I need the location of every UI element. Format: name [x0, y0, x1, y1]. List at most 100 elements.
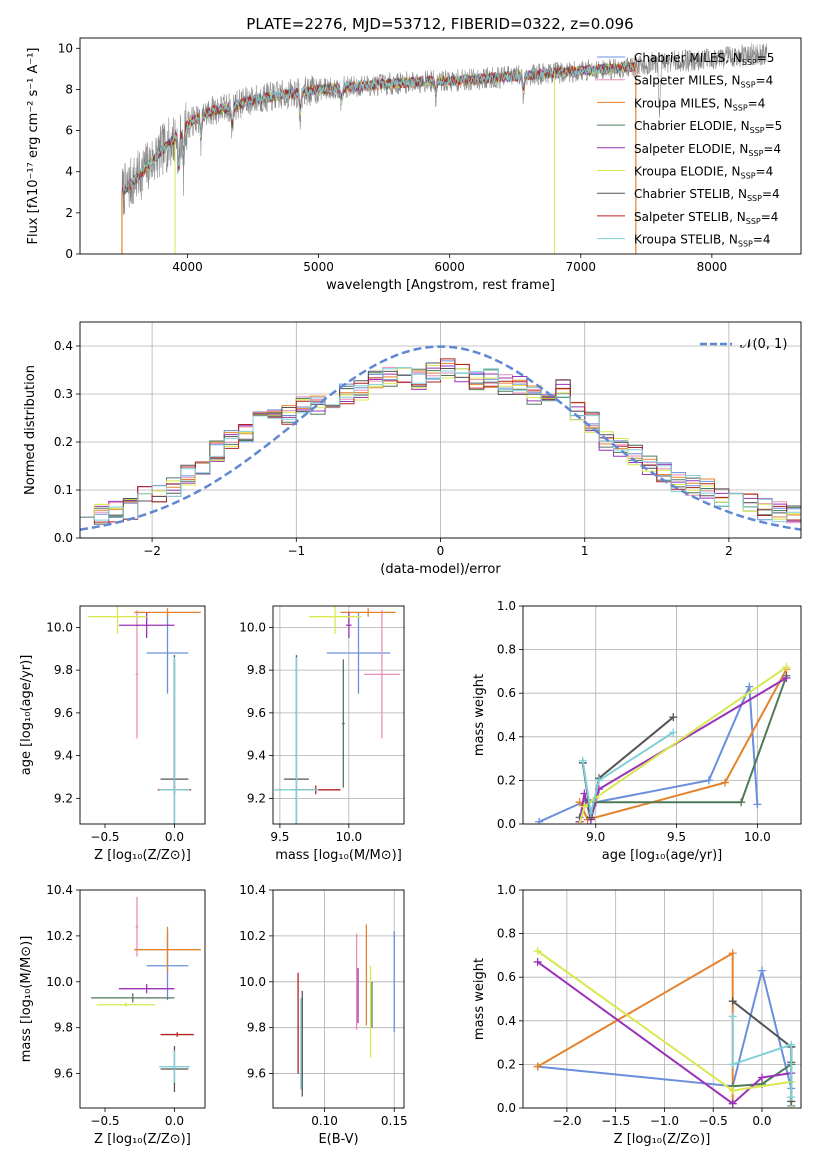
- x-tick-label: −1.0: [650, 1114, 679, 1128]
- legend-entry-name: Kroupa ELODIE, N: [634, 165, 741, 179]
- mass-age-panel: 9.5 10.0 9.2 9.4 9.6 9.8 10.0 mass [log₁₀(M/M⊙)…: [239, 605, 405, 863]
- axes-frame: [79, 37, 802, 255]
- mass-weight-series-line: [731, 1016, 793, 1098]
- legend-entry-name: Chabrier STELIB, N: [634, 187, 747, 201]
- legend-entry: Kroupa ELODIE, NSSP=4: [634, 165, 773, 181]
- y-tick-label: 9.4: [54, 749, 73, 763]
- y-tick-label: 0.6: [497, 970, 516, 984]
- x-tick-label: 0.0: [165, 830, 184, 844]
- plus-marker: [575, 820, 584, 824]
- ebv-mass-panel: 0.10 0.15 9.6 9.8 10.0 10.2 10.4 E(B-V): [239, 883, 407, 1147]
- axes-frame: [79, 321, 802, 539]
- legend-entry-name: Chabrier ELODIE, N: [634, 119, 750, 133]
- model-spectrum-line: [121, 61, 637, 198]
- y-tick-label: 10.0: [239, 620, 266, 634]
- plus-marker: [787, 1040, 796, 1049]
- plot-area: [533, 947, 796, 1108]
- y-tick-label: 0.4: [497, 1014, 516, 1028]
- legend-entry-name: Kroupa STELIB, N: [634, 233, 738, 247]
- x-tick-label: 8000: [697, 260, 728, 274]
- y-tick-label: 10.0: [46, 620, 73, 634]
- y-tick-label: 9.8: [54, 663, 73, 677]
- y-axis-label: mass weight: [472, 674, 487, 756]
- y-axis-label: mass weight: [472, 958, 487, 1040]
- y-tick-label: 9.4: [247, 749, 266, 763]
- axes-frame: [79, 889, 206, 1109]
- histogram-step-line: [80, 358, 801, 523]
- y-tick-label: 1.0: [497, 883, 516, 897]
- legend-entry: Chabrier ELODIE, NSSP=5: [634, 119, 782, 135]
- axes-frame: [522, 605, 802, 825]
- x-axis-label: (data-model)/error: [380, 562, 501, 577]
- legend-entry: Chabrier STELIB, NSSP=4: [634, 187, 780, 203]
- axes-frame: [522, 889, 802, 1109]
- plus-marker: [728, 997, 737, 1006]
- x-tick-label: −0.5: [90, 830, 119, 844]
- x-tick-label: 4000: [172, 260, 203, 274]
- x-axis-label: mass [log₁₀(M/M⊙)]: [275, 848, 402, 863]
- x-tick-label: 6000: [434, 260, 465, 274]
- legend-entry-name: Salpeter MILES, N: [634, 74, 741, 88]
- legend-entry: Salpeter STELIB, NSSP=4: [634, 210, 778, 226]
- legend-count: =5: [757, 51, 775, 65]
- plus-marker: [787, 1093, 796, 1102]
- x-tick-label: 0.15: [381, 1114, 408, 1128]
- plus-marker: [533, 1062, 542, 1071]
- legend-entry: Kroupa MILES, NSSP=4: [634, 96, 765, 112]
- x-axis-label: age [log₁₀(age/yr)]: [602, 848, 723, 863]
- plus-marker: [757, 1073, 766, 1082]
- y-axis-label: mass [log₁₀(M/M⊙)]: [19, 936, 34, 1063]
- plus-marker: [669, 713, 678, 722]
- x-tick-label: 0: [437, 544, 445, 558]
- plus-marker: [721, 778, 730, 787]
- plus-marker: [728, 1086, 737, 1095]
- y-tick-label: 10.4: [239, 883, 266, 897]
- mass-weight-series-line: [581, 731, 674, 814]
- y-tick-label: 10.0: [239, 975, 266, 989]
- plus-marker: [594, 776, 603, 785]
- legend-count: =4: [756, 74, 774, 88]
- y-tick-label: 0.1: [54, 483, 73, 497]
- y-tick-label: 9.6: [54, 1067, 73, 1081]
- age-massweight-panel: 9.0 9.5 10.0 0.0 0.2 0.4 0.6 0.8 1.0 age [log₁₀(a…: [472, 599, 802, 863]
- axes-frame: [272, 889, 405, 1109]
- plus-marker: [782, 673, 791, 682]
- plot-area: [535, 663, 791, 824]
- legend-subscript: SSP: [741, 81, 756, 90]
- y-tick-label: 9.8: [247, 663, 266, 677]
- legend-subscript: SSP: [747, 194, 762, 203]
- y-tick-label: 0.3: [54, 387, 73, 401]
- legend-count: =4: [748, 96, 766, 110]
- x-tick-label: −1.5: [601, 1114, 630, 1128]
- plus-marker: [535, 817, 544, 824]
- x-tick-label: 2: [725, 544, 733, 558]
- plus-marker: [586, 809, 595, 818]
- legend-subscript: SSP: [742, 58, 757, 67]
- x-tick-label: 5000: [303, 260, 334, 274]
- plus-marker: [757, 966, 766, 975]
- x-tick-label: 0.0: [752, 1114, 771, 1128]
- x-axis-label: Z [log₁₀(Z/Z⊙)]: [94, 848, 191, 863]
- legend-count: =4: [761, 210, 779, 224]
- plot-area: [80, 345, 801, 531]
- axes-frame: [272, 605, 405, 825]
- figure-title: PLATE=2276, MJD=53712, FIBERID=0322, z=0…: [246, 15, 633, 33]
- legend-subscript: SSP: [741, 172, 756, 181]
- legend-subscript: SSP: [738, 240, 753, 249]
- y-tick-label: 0.0: [497, 1101, 516, 1115]
- y-tick-label: 9.8: [247, 1021, 266, 1035]
- y-tick-label: 10.2: [239, 929, 266, 943]
- y-tick-label: 0.2: [497, 773, 516, 787]
- plus-marker: [737, 798, 746, 807]
- plus-marker: [753, 800, 762, 809]
- y-tick-label: 6: [65, 124, 73, 138]
- plus-marker: [704, 776, 713, 785]
- plus-marker: [728, 1099, 737, 1108]
- legend-entry: Salpeter ELODIE, NSSP=4: [634, 142, 781, 158]
- plus-marker: [728, 949, 737, 958]
- legend-count: =5: [765, 119, 783, 133]
- y-tick-label: 1.0: [497, 599, 516, 613]
- observed-spectrum-line: [121, 43, 768, 216]
- plot-area: [121, 43, 768, 254]
